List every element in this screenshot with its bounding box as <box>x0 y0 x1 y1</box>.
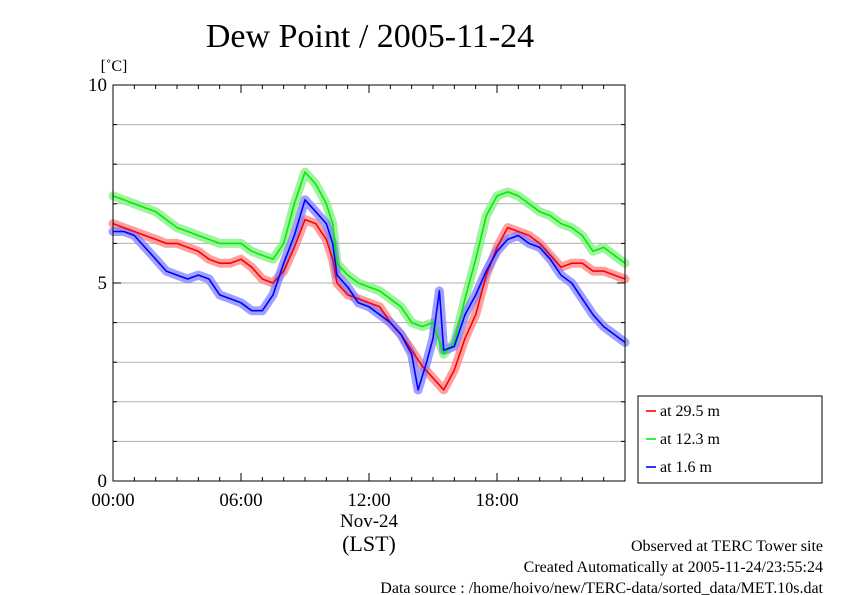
series-line-1 <box>112 218 626 391</box>
series-lines <box>112 171 626 391</box>
legend-box <box>637 395 823 484</box>
x-axis-unit-label: (LST) <box>342 531 396 556</box>
y-tick-label: 10 <box>88 75 107 96</box>
y-tick-label: 5 <box>98 273 108 294</box>
legend-label-1: at 29.5 m <box>660 403 721 420</box>
y-axis-ticks: 0 5 10 <box>88 75 625 492</box>
y-tick-label: 0 <box>98 471 108 492</box>
footer-created: Created Automatically at 2005-11-24/23:5… <box>524 559 823 576</box>
footer-source: Data source : /home/hoivo/new/TERC-data/… <box>380 580 823 595</box>
x-tick-label: 06:00 <box>219 490 262 511</box>
legend: at 29.5 m at 12.3 m at 1.6 m <box>637 395 823 484</box>
x-tick-label: 12:00 <box>347 490 390 511</box>
legend-items: at 29.5 m at 12.3 m at 1.6 m <box>646 403 721 476</box>
footer-site: Observed at TERC Tower site <box>631 538 823 555</box>
series-line-2 <box>112 171 626 356</box>
legend-label-3: at 1.6 m <box>660 459 713 476</box>
x-tick-label: 00:00 <box>91 490 134 511</box>
x-axis-date-label: Nov-24 <box>340 511 399 532</box>
series-line-3 <box>113 199 626 391</box>
chart-title: Dew Point / 2005-11-24 <box>206 18 534 55</box>
series-bands <box>108 167 630 395</box>
x-tick-label: 18:00 <box>475 490 518 511</box>
legend-label-2: at 12.3 m <box>660 431 721 448</box>
x-axis-ticks: 00:00 06:00 12:00 18:00 <box>91 85 626 511</box>
y-axis-label: [˚C] <box>101 58 128 75</box>
